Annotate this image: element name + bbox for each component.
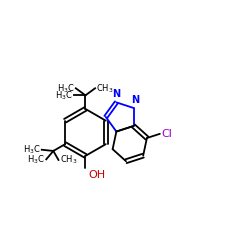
Text: H$_3$C: H$_3$C [55, 89, 73, 102]
Text: CH$_3$: CH$_3$ [96, 82, 114, 94]
Text: N: N [112, 90, 120, 100]
Text: CH$_3$: CH$_3$ [60, 154, 77, 166]
Text: H$_3$C: H$_3$C [27, 153, 45, 166]
Text: OH: OH [88, 170, 105, 179]
Text: H$_3$C: H$_3$C [23, 144, 40, 156]
Text: H$_3$C: H$_3$C [57, 82, 74, 94]
Text: Cl: Cl [161, 129, 172, 139]
Text: N: N [131, 95, 139, 105]
